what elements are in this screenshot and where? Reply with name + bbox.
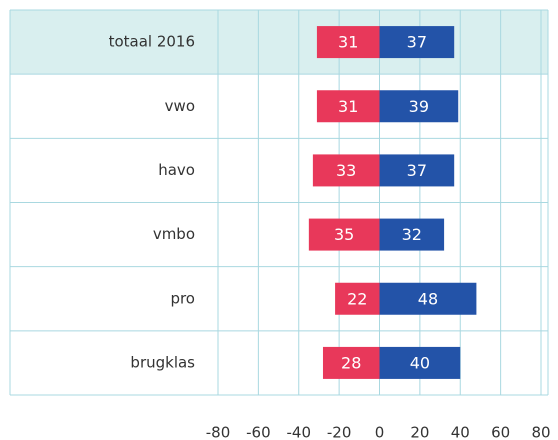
bar xyxy=(379,346,461,379)
value-label: 37 xyxy=(407,33,427,52)
bar xyxy=(312,154,380,187)
bar xyxy=(379,282,477,315)
bar xyxy=(316,26,380,59)
value-label: 31 xyxy=(338,97,358,116)
x-tick-label: -20 xyxy=(327,424,352,440)
value-label: 32 xyxy=(402,225,422,244)
category-label: vmbo xyxy=(153,225,195,243)
bar xyxy=(379,26,455,59)
value-label: 31 xyxy=(338,33,358,52)
value-label: 40 xyxy=(410,353,430,372)
x-tick-label: 60 xyxy=(491,424,510,440)
x-tick-label: -40 xyxy=(287,424,312,440)
x-tick-label: 20 xyxy=(410,424,429,440)
category-label: brugklas xyxy=(130,353,195,371)
bar xyxy=(335,282,380,315)
bar xyxy=(322,346,380,379)
category-label: vwo xyxy=(165,97,195,115)
bar xyxy=(379,154,455,187)
value-label: 48 xyxy=(418,289,438,308)
x-tick-label: -80 xyxy=(206,424,231,440)
x-tick-label: 0 xyxy=(375,424,385,440)
bar xyxy=(379,218,445,251)
value-label: 28 xyxy=(341,353,361,372)
highlight-row xyxy=(10,10,548,75)
category-label: pro xyxy=(170,289,195,307)
bar xyxy=(316,90,380,123)
value-label: 35 xyxy=(334,225,354,244)
value-label: 39 xyxy=(409,97,429,116)
value-label: 33 xyxy=(336,161,356,180)
x-tick-label: 40 xyxy=(451,424,470,440)
x-tick-label: 80 xyxy=(531,424,550,440)
category-label: havo xyxy=(158,161,195,179)
value-label: 22 xyxy=(347,289,367,308)
x-tick-label: -60 xyxy=(246,424,271,440)
value-label: 37 xyxy=(407,161,427,180)
category-label: totaal 2016 xyxy=(109,33,195,51)
bar xyxy=(308,218,380,251)
bar xyxy=(379,90,459,123)
